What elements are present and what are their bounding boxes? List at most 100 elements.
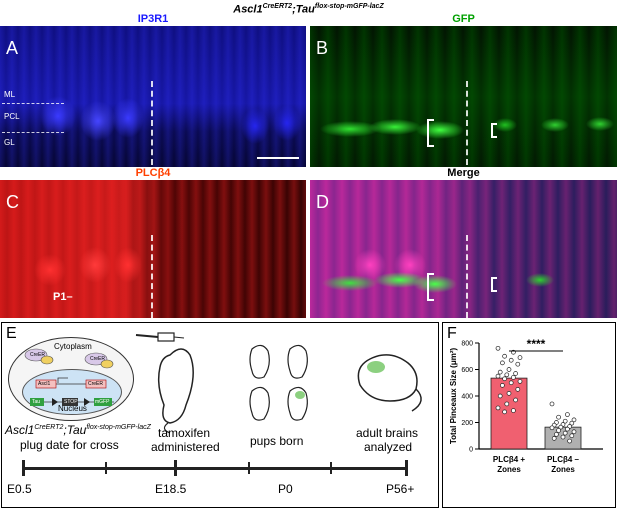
data-point (506, 367, 512, 372)
data-point (556, 414, 561, 420)
data-point (504, 372, 510, 378)
pinceaux-bracket-small (491, 277, 497, 292)
micrograph-panel-b: B (310, 26, 617, 167)
pups-born-label: pups born (250, 434, 304, 448)
timeline-tick (174, 460, 177, 476)
tau-gene-label: Tau (32, 399, 41, 405)
zone-boundary-dash (466, 81, 468, 165)
title-gene2: Tau (295, 3, 315, 16)
pups-icon (249, 344, 308, 421)
panel-d-letter: D (316, 192, 329, 212)
title-sep: ; (292, 3, 296, 16)
layer-pcl-label: PCL (4, 112, 20, 121)
data-point (497, 369, 503, 375)
data-point (549, 425, 555, 431)
gene-construct-diagram (30, 377, 114, 406)
genotype-ascl1: Ascl1 (5, 423, 35, 437)
pinceaux-bracket-large (427, 273, 434, 301)
timeline-tick-label: E0.5 (7, 482, 32, 496)
data-point (511, 408, 516, 413)
data-point (517, 379, 523, 384)
genotype-sep: ; (63, 423, 67, 437)
plug-date-label: plug date for cross (20, 438, 119, 452)
y-tick-label: 200 (461, 420, 473, 427)
significance-label: **** (527, 337, 546, 351)
syringe-mouse-icon (135, 332, 194, 434)
panel-b-letter: B (316, 38, 329, 58)
data-point (515, 361, 521, 367)
mgfp-label: mGFP (95, 399, 110, 405)
data-point (500, 383, 505, 388)
creer-label-right: CreER (90, 356, 106, 362)
timeline-tick (105, 462, 107, 474)
panel-e-letter: E (6, 325, 17, 342)
data-point (569, 420, 575, 426)
panel-a-letter: A (6, 38, 19, 58)
creer-protein-icons (24, 348, 114, 369)
y-tick-label: 0 (469, 447, 473, 454)
pcl-boundary-line (2, 132, 64, 133)
panel-c-letter: C (6, 192, 19, 212)
micrograph-panel-d: D (310, 180, 617, 318)
pinceaux-bracket-large (427, 119, 434, 147)
data-point (549, 401, 555, 407)
creer-gene-label: CreER (88, 381, 104, 387)
timeline-axis (22, 467, 408, 470)
genotype-tau: Tau (66, 423, 87, 437)
data-point (504, 401, 510, 407)
y-axis-label: Total Pinceaux Size (μm²) (449, 348, 458, 445)
data-point (565, 412, 570, 417)
zone-label-p1: P1– (53, 291, 73, 303)
data-point (495, 345, 501, 351)
data-point (502, 353, 507, 359)
data-point (513, 397, 518, 403)
panel-f-letter: F (447, 325, 457, 342)
data-point (495, 405, 501, 411)
zone-boundary-dash (151, 235, 153, 318)
layer-ml-label: ML (4, 90, 16, 99)
micrograph-panel-c: C P1– (0, 180, 306, 318)
data-point (571, 429, 577, 435)
genotype-tau-sup: flox-stop-mGFP-lacZ (86, 424, 151, 431)
data-point (508, 357, 514, 363)
creer-label-left: CreER (30, 352, 46, 358)
data-point (495, 373, 501, 379)
data-point (500, 360, 505, 366)
timeline-tick-label: P56+ (386, 482, 415, 496)
data-point (562, 430, 568, 436)
panel-d-label: Merge (447, 167, 480, 179)
timeline-tick (248, 462, 250, 474)
timeline-tick (330, 462, 332, 474)
data-point (515, 387, 521, 392)
data-point (508, 380, 514, 386)
adult-mouse-icon (357, 354, 422, 412)
data-point (506, 390, 512, 396)
title-sup2: flox-stop-mGFP-lacZ (314, 3, 384, 10)
timeline-tick-label: E18.5 (155, 482, 187, 496)
scale-bar (257, 157, 299, 159)
data-point (513, 371, 518, 376)
micrograph-panel-a: A ML PCL GL (0, 26, 306, 167)
analyzed-label: analyzed (364, 440, 413, 454)
title-gene1: Ascl1 (233, 3, 263, 16)
nucleus-label: Nucleus (58, 404, 87, 413)
stop-label: STOP (64, 399, 78, 405)
data-point (562, 418, 568, 424)
x-category-label: PLCβ4 – (547, 455, 580, 464)
data-point (517, 355, 523, 360)
data-point (565, 426, 570, 432)
data-point (569, 433, 575, 439)
genotype-label: Ascl1CreERT2;Tauflox-stop-mGFP-lacZ (5, 423, 151, 437)
panel-a-label: IP3R1 (137, 13, 169, 25)
y-tick-label: 400 (461, 394, 473, 401)
chart-panel: F 0 200 400 600 800 Total Pinceaux Size (μm²)… (442, 322, 616, 508)
data-point (502, 409, 507, 415)
data-point (560, 434, 566, 440)
y-tick-label: 600 (461, 367, 473, 374)
ascl1-gene-label: Ascl1 (38, 381, 51, 387)
y-tick-label: 800 (461, 341, 473, 348)
data-point (567, 438, 572, 444)
data-point (502, 376, 507, 382)
data-point (556, 428, 561, 433)
